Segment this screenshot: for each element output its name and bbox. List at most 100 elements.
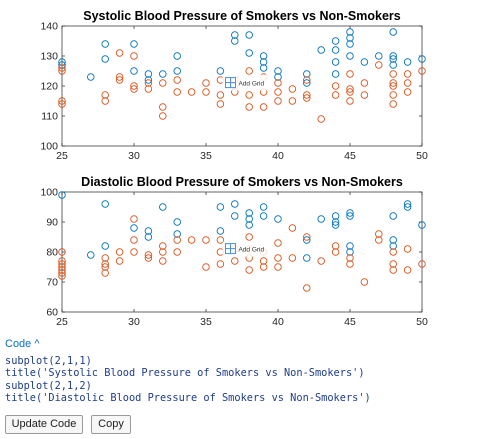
smoker-point <box>245 215 253 223</box>
non-smoker-point <box>360 91 369 99</box>
plot-area[interactable]: 25 30 35 40 45 50 60 70 80 90 100 Add Grid <box>40 187 428 329</box>
smoker-point <box>346 209 354 217</box>
non-smoker-point <box>245 91 253 99</box>
grid-icon <box>224 243 236 255</box>
y-tick-label: 110 <box>41 111 58 123</box>
non-smoker-point <box>389 91 397 99</box>
non-smoker-point <box>159 112 167 120</box>
smoker-point <box>346 40 354 48</box>
smoker-point <box>389 242 397 250</box>
non-smoker-point <box>216 100 225 108</box>
non-smoker-point <box>331 248 340 256</box>
y-tick-label: 70 <box>46 277 58 289</box>
non-smoker-point <box>187 88 196 96</box>
non-smoker-point <box>173 76 181 84</box>
smoker-point <box>259 52 268 60</box>
non-smoker-point <box>173 88 181 96</box>
code-toggle[interactable]: Code ^ <box>5 338 40 350</box>
chart-title: Systolic Blood Pressure of Smokers vs No… <box>83 9 401 23</box>
non-smoker-point <box>202 263 210 271</box>
smoker-point <box>144 233 153 241</box>
non-smoker-point <box>331 91 340 99</box>
smoker-point <box>58 191 66 199</box>
smoker-point <box>216 67 225 75</box>
subplot-systolic: Systolic Blood Pressure of Smokers vs No… <box>40 9 428 162</box>
smoker-point <box>144 227 153 235</box>
code-line: subplot(2,1,1) <box>5 355 92 367</box>
non-smoker-point <box>259 103 268 111</box>
smoker-point <box>317 46 325 54</box>
non-smoker-point <box>130 82 138 90</box>
non-smoker-point <box>216 236 225 244</box>
smoker-point <box>245 31 253 39</box>
non-smoker-point <box>274 239 282 247</box>
update-code-button[interactable]: Update Code <box>5 415 83 434</box>
smoker-point <box>389 61 397 69</box>
non-smoker-point <box>202 79 210 87</box>
add-grid-backdrop <box>222 240 270 257</box>
non-smoker-point <box>245 103 253 111</box>
y-tick-label: 60 <box>46 307 58 319</box>
smoker-point <box>259 64 268 72</box>
smoker-point <box>403 200 412 208</box>
non-smoker-point <box>58 257 66 265</box>
non-smoker-point <box>159 79 167 87</box>
non-smoker-point <box>115 73 124 81</box>
smoker-point <box>173 218 181 226</box>
non-smoker-point <box>288 254 297 262</box>
non-smoker-point <box>403 245 412 253</box>
smoker-point <box>360 58 369 66</box>
non-smoker-point <box>202 88 210 96</box>
smoker-point <box>216 227 225 235</box>
x-tick-label: 50 <box>416 150 428 162</box>
figure: Systolic Blood Pressure of Smokers vs No… <box>40 9 428 328</box>
non-smoker-point <box>159 242 167 250</box>
smoker-point <box>346 52 354 60</box>
smoker-point <box>346 248 354 256</box>
smoker-point <box>303 70 311 78</box>
plot-area[interactable]: 25 30 35 40 45 50 100 110 120 130 140 Add Grid <box>40 21 428 163</box>
non-smoker-point <box>159 248 167 256</box>
non-smoker-point <box>346 70 354 78</box>
non-smoker-point <box>288 224 297 232</box>
smoker-point <box>245 49 253 57</box>
non-smoker-point <box>144 251 153 259</box>
add-grid-button[interactable]: Add Grid <box>222 74 270 91</box>
add-grid-button[interactable]: Add Grid <box>222 240 270 257</box>
smoker-point <box>331 46 340 54</box>
y-tick-label: 120 <box>40 81 58 93</box>
non-smoker-point <box>317 257 325 265</box>
code-block: subplot(2,1,1) title('Systolic Blood Pres… <box>5 355 371 405</box>
non-smoker-point <box>346 260 354 268</box>
smoker-point <box>303 254 311 262</box>
x-tick-label: 25 <box>56 150 68 162</box>
non-smoker-point <box>346 254 354 262</box>
smoker-point <box>403 203 412 211</box>
non-smoker-point <box>389 100 397 108</box>
non-smoker-point <box>115 257 124 265</box>
non-smoker-point <box>58 260 66 268</box>
non-smoker-point <box>389 70 397 78</box>
smoker-point <box>101 55 109 63</box>
smoker-point <box>231 37 239 45</box>
smoker-point <box>331 218 340 226</box>
non-smoker-point <box>288 97 297 105</box>
x-tick-label: 40 <box>272 316 284 328</box>
subplot-diastolic: Diastolic Blood Pressure of Smokers vs N… <box>40 175 428 328</box>
y-tick-label: 80 <box>46 247 58 259</box>
non-smoker-point <box>303 284 311 292</box>
non-smoker-point <box>202 236 210 244</box>
smoker-point <box>173 52 181 60</box>
smoker-point <box>130 40 138 48</box>
grid-icon <box>224 77 236 89</box>
x-tick-label: 50 <box>416 316 428 328</box>
non-smoker-point <box>130 52 138 60</box>
non-smoker-point <box>245 67 253 75</box>
non-smoker-point <box>115 76 124 84</box>
non-smoker-point <box>403 88 412 96</box>
copy-button[interactable]: Copy <box>91 415 131 434</box>
smoker-point <box>245 209 253 217</box>
add-grid-label: Add Grid <box>238 247 264 254</box>
y-tick-label: 90 <box>46 217 58 229</box>
non-smoker-point <box>58 100 66 108</box>
